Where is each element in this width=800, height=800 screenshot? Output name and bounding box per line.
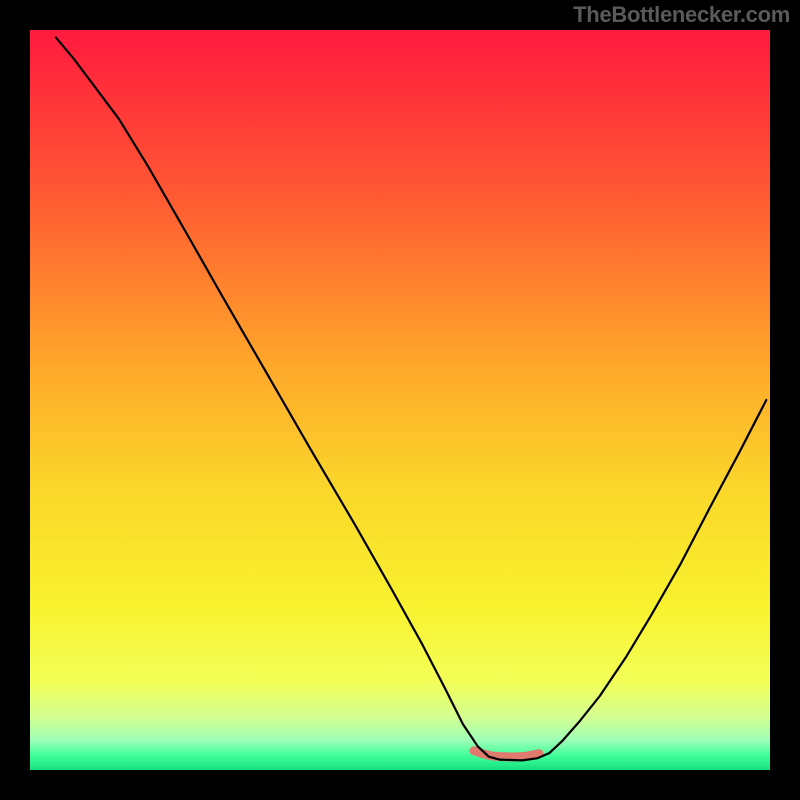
bottleneck-chart — [0, 0, 800, 800]
plot-background — [30, 30, 770, 770]
chart-container: TheBottlenecker.com — [0, 0, 800, 800]
